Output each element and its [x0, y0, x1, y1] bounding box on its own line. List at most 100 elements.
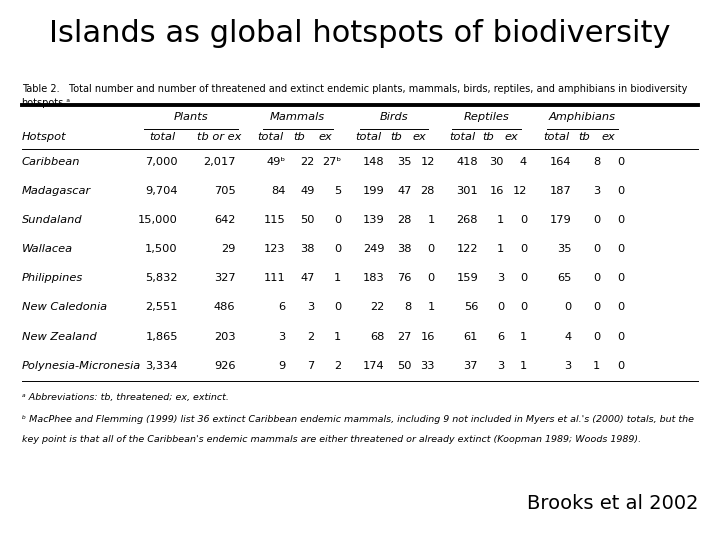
- Text: 35: 35: [397, 157, 412, 167]
- Text: 1,500: 1,500: [145, 244, 178, 254]
- Text: 15,000: 15,000: [138, 215, 178, 225]
- Text: 0: 0: [593, 244, 600, 254]
- Text: 111: 111: [264, 273, 286, 284]
- Text: ex: ex: [504, 132, 518, 143]
- Text: 159: 159: [456, 273, 478, 284]
- Text: 38: 38: [397, 244, 412, 254]
- Text: Amphibians: Amphibians: [548, 112, 616, 123]
- Text: 1: 1: [593, 361, 600, 371]
- Text: 0: 0: [497, 302, 504, 313]
- Text: Plants: Plants: [174, 112, 208, 123]
- Text: 123: 123: [264, 244, 286, 254]
- Text: 6: 6: [497, 332, 504, 342]
- Text: 183: 183: [363, 273, 384, 284]
- Text: 0: 0: [520, 244, 527, 254]
- Text: 0: 0: [520, 215, 527, 225]
- Text: 0: 0: [617, 361, 624, 371]
- Text: Wallacea: Wallacea: [22, 244, 73, 254]
- Text: 12: 12: [420, 157, 435, 167]
- Text: 84: 84: [271, 186, 286, 196]
- Text: 3: 3: [307, 302, 315, 313]
- Text: 0: 0: [520, 273, 527, 284]
- Text: hotspots.ᵃ: hotspots.ᵃ: [22, 98, 71, 109]
- Text: 16: 16: [420, 332, 435, 342]
- Text: ex: ex: [412, 132, 426, 143]
- Text: 1: 1: [497, 244, 504, 254]
- Text: 6: 6: [279, 302, 286, 313]
- Text: Caribbean: Caribbean: [22, 157, 80, 167]
- Text: 1: 1: [497, 215, 504, 225]
- Text: 61: 61: [464, 332, 478, 342]
- Text: 179: 179: [550, 215, 572, 225]
- Text: 0: 0: [593, 273, 600, 284]
- Text: 2,017: 2,017: [203, 157, 235, 167]
- Text: 56: 56: [464, 302, 478, 313]
- Text: 33: 33: [420, 361, 435, 371]
- Text: New Caledonia: New Caledonia: [22, 302, 107, 313]
- Text: 50: 50: [300, 215, 315, 225]
- Text: 0: 0: [564, 302, 572, 313]
- Text: 29: 29: [221, 244, 235, 254]
- Text: 164: 164: [550, 157, 572, 167]
- Text: 327: 327: [214, 273, 235, 284]
- Text: Mammals: Mammals: [270, 112, 325, 123]
- Text: 30: 30: [490, 157, 504, 167]
- Text: 4: 4: [520, 157, 527, 167]
- Text: 1: 1: [428, 215, 435, 225]
- Text: ex: ex: [601, 132, 616, 143]
- Text: 1: 1: [520, 361, 527, 371]
- Text: 28: 28: [420, 186, 435, 196]
- Text: 8: 8: [405, 302, 412, 313]
- Text: New Zealand: New Zealand: [22, 332, 96, 342]
- Text: 0: 0: [593, 332, 600, 342]
- Text: total: total: [149, 132, 175, 143]
- Text: 0: 0: [334, 215, 341, 225]
- Text: 3: 3: [279, 332, 286, 342]
- Text: 28: 28: [397, 215, 412, 225]
- Text: 1: 1: [520, 332, 527, 342]
- Text: tb: tb: [579, 132, 590, 143]
- Text: 0: 0: [617, 215, 624, 225]
- Text: 3,334: 3,334: [145, 361, 178, 371]
- Text: Islands as global hotspots of biodiversity: Islands as global hotspots of biodiversi…: [49, 19, 671, 48]
- Text: 486: 486: [214, 302, 235, 313]
- Text: key point is that all of the Caribbean's endemic mammals are either threatened o: key point is that all of the Caribbean's…: [22, 435, 641, 444]
- Text: 0: 0: [428, 244, 435, 254]
- Text: 5: 5: [334, 186, 341, 196]
- Text: total: total: [449, 132, 475, 143]
- Text: 76: 76: [397, 273, 412, 284]
- Text: 0: 0: [617, 273, 624, 284]
- Text: 2: 2: [307, 332, 315, 342]
- Text: 65: 65: [557, 273, 572, 284]
- Text: 249: 249: [363, 244, 384, 254]
- Text: 0: 0: [617, 302, 624, 313]
- Text: Reptiles: Reptiles: [464, 112, 510, 123]
- Text: 49: 49: [300, 186, 315, 196]
- Text: Sundaland: Sundaland: [22, 215, 82, 225]
- Text: 22: 22: [370, 302, 384, 313]
- Text: 148: 148: [363, 157, 384, 167]
- Text: 47: 47: [397, 186, 412, 196]
- Text: 3: 3: [497, 361, 504, 371]
- Text: 0: 0: [617, 186, 624, 196]
- Text: Hotspot: Hotspot: [22, 132, 66, 143]
- Text: 0: 0: [334, 302, 341, 313]
- Text: 47: 47: [300, 273, 315, 284]
- Text: 199: 199: [363, 186, 384, 196]
- Text: 1: 1: [334, 332, 341, 342]
- Text: 3: 3: [497, 273, 504, 284]
- Text: 9,704: 9,704: [145, 186, 178, 196]
- Text: 3: 3: [593, 186, 600, 196]
- Text: 2: 2: [334, 361, 341, 371]
- Text: 0: 0: [593, 215, 600, 225]
- Text: 38: 38: [300, 244, 315, 254]
- Text: 187: 187: [550, 186, 572, 196]
- Text: 122: 122: [456, 244, 478, 254]
- Text: 1: 1: [428, 302, 435, 313]
- Text: 9: 9: [279, 361, 286, 371]
- Text: 35: 35: [557, 244, 572, 254]
- Text: 642: 642: [214, 215, 235, 225]
- Text: 418: 418: [456, 157, 478, 167]
- Text: 50: 50: [397, 361, 412, 371]
- Text: ᵇ MacPhee and Flemming (1999) list 36 extinct Caribbean endemic mammals, includi: ᵇ MacPhee and Flemming (1999) list 36 ex…: [22, 415, 693, 423]
